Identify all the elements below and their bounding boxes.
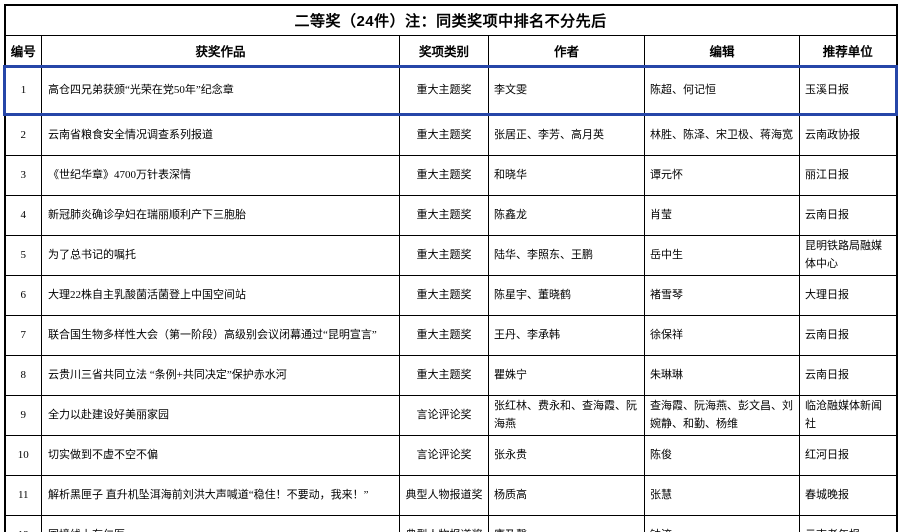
cell-work-title: 解析黑匣子 直升机坠洱海前刘洪大声喊道“稳住！不要动，我来！” <box>41 475 400 517</box>
cell-author: 陈星宇、董晓鹤 <box>488 275 645 317</box>
cell-recommend-unit: 玉溪日报 <box>798 65 899 116</box>
cell-category: 重大主题奖 <box>399 275 489 317</box>
cell-number: 3 <box>4 155 42 196</box>
cell-category: 重大主题奖 <box>399 234 489 277</box>
cell-category: 重大主题奖 <box>399 65 489 116</box>
column-header-number: 编号 <box>4 35 42 67</box>
table-row: 8 云贵川三省共同立法 “条例+共同决定”保护赤水河 重大主题奖 瞿姝宁 朱琳琳 云南日报 <box>4 355 898 397</box>
cell-author: 张红林、费永和、查海霞、阮海燕 <box>488 395 645 437</box>
cell-author: 张永贵 <box>488 435 645 477</box>
table-row: 5 为了总书记的嘱托 重大主题奖 陆华、李照东、王鹏 岳中生 昆明铁路局融媒体中心 <box>4 234 898 277</box>
cell-number: 6 <box>4 275 42 317</box>
awards-table: 二等奖（24件）注：同类奖项中排名不分先后 编号 获奖作品 奖项类别 作者 编辑… <box>3 4 899 532</box>
cell-category: 重大主题奖 <box>399 355 489 397</box>
table-header-row: 编号 获奖作品 奖项类别 作者 编辑 推荐单位 <box>4 35 898 67</box>
cell-work-title: 切实做到不虚不空不偏 <box>41 435 400 477</box>
cell-work-title: 《世纪华章》4700万针表深情 <box>41 155 400 196</box>
cell-editor: 徐保祥 <box>644 315 800 357</box>
cell-category: 重大主题奖 <box>399 155 489 196</box>
column-header-author: 作者 <box>488 35 645 67</box>
cell-number: 11 <box>4 475 42 517</box>
cell-editor: 岳中生 <box>644 234 800 277</box>
cell-author: 李文雯 <box>488 65 645 116</box>
column-header-work: 获奖作品 <box>41 35 400 67</box>
cell-author: 王丹、李承韩 <box>488 315 645 357</box>
cell-category: 重大主题奖 <box>399 195 489 236</box>
cell-work-title: 联合国生物多样性大会（第一阶段）高级别会议闭幕通过“昆明宣言” <box>41 315 400 357</box>
cell-editor: 陈超、何记恒 <box>644 65 800 116</box>
cell-recommend-unit: 春城晚报 <box>798 475 898 517</box>
table-row: 7 联合国生物多样性大会（第一阶段）高级别会议闭幕通过“昆明宣言” 重大主题奖 王丹、… <box>4 315 898 357</box>
cell-editor: 肖莹 <box>644 195 800 236</box>
cell-work-title: 为了总书记的嘱托 <box>41 234 400 277</box>
table-row-highlighted: 1 高仓四兄弟获颁“光荣在党50年”纪念章 重大主题奖 李文雯 陈超、何记恒 玉溪日报 <box>3 65 899 116</box>
table-title-row: 二等奖（24件）注：同类奖项中排名不分先后 <box>3 4 898 36</box>
cell-editor: 谭元怀 <box>644 155 800 196</box>
column-header-category: 奖项类别 <box>399 35 489 67</box>
table-body: 1 高仓四兄弟获颁“光荣在党50年”纪念章 重大主题奖 李文雯 陈超、何记恒 玉溪日报 2 云… <box>3 65 899 532</box>
cell-editor: 张慧 <box>644 475 800 517</box>
cell-editor: 查海霞、阮海燕、彭文昌、刘婉静、和勤、杨维 <box>644 395 800 437</box>
cell-category: 典型人物报道奖 <box>399 515 489 532</box>
table-row: 6 大理22株自主乳酸菌活菌登上中国空间站 重大主题奖 陈星宇、董晓鹤 褚雪琴 大理日报 <box>4 275 898 317</box>
table-row: 3 《世纪华章》4700万针表深情 重大主题奖 和晓华 谭元怀 丽江日报 <box>4 155 898 196</box>
table-row: 12国境线上有仁医典型人物报道奖康乃馨钟流云南老年报 <box>4 515 898 532</box>
cell-number: 2 <box>4 114 42 156</box>
cell-number: 4 <box>4 195 42 236</box>
table-title: 二等奖（24件）注：同类奖项中排名不分先后 <box>3 4 898 36</box>
cell-number: 9 <box>4 395 42 437</box>
cell-recommend-unit: 昆明铁路局融媒体中心 <box>798 234 898 277</box>
cell-work-title: 国境线上有仁医 <box>41 515 400 532</box>
cell-recommend-unit: 云南政协报 <box>798 114 898 156</box>
cell-author: 陆华、李照东、王鹏 <box>488 234 645 277</box>
cell-author: 张居正、李芳、高月英 <box>488 114 645 156</box>
cell-number: 12 <box>4 515 42 532</box>
cell-editor: 钟流 <box>644 515 800 532</box>
cell-recommend-unit: 丽江日报 <box>798 155 898 196</box>
table-row: 9 全力以赴建设好美丽家园 言论评论奖 张红林、费永和、查海霞、阮海燕 查海霞、阮海燕、… <box>4 395 898 437</box>
cell-work-title: 大理22株自主乳酸菌活菌登上中国空间站 <box>41 275 400 317</box>
cell-category: 重大主题奖 <box>399 114 489 156</box>
cell-category: 言论评论奖 <box>399 435 489 477</box>
cell-author: 和晓华 <box>488 155 645 196</box>
cell-number: 1 <box>3 65 42 116</box>
cell-author: 康乃馨 <box>488 515 645 532</box>
cell-author: 瞿姝宁 <box>488 355 645 397</box>
table-row: 11 解析黑匣子 直升机坠洱海前刘洪大声喊道“稳住！不要动，我来！” 典型人物报道奖… <box>4 475 898 517</box>
cell-recommend-unit: 云南日报 <box>798 355 898 397</box>
cell-recommend-unit: 云南日报 <box>798 315 898 357</box>
cell-editor: 林胜、陈泽、宋卫极、蒋海宽 <box>644 114 800 156</box>
cell-author: 陈鑫龙 <box>488 195 645 236</box>
cell-work-title: 高仓四兄弟获颁“光荣在党50年”纪念章 <box>41 65 400 116</box>
cell-number: 7 <box>4 315 42 357</box>
cell-work-title: 新冠肺炎确诊孕妇在瑞丽顺利产下三胞胎 <box>41 195 400 236</box>
cell-category: 典型人物报道奖 <box>399 475 489 517</box>
cell-category: 言论评论奖 <box>399 395 489 437</box>
cell-number: 10 <box>4 435 42 477</box>
cell-category: 重大主题奖 <box>399 315 489 357</box>
cell-work-title: 全力以赴建设好美丽家园 <box>41 395 400 437</box>
cell-recommend-unit: 云南日报 <box>798 195 898 236</box>
cell-recommend-unit: 红河日报 <box>798 435 898 477</box>
table-row: 4 新冠肺炎确诊孕妇在瑞丽顺利产下三胞胎 重大主题奖 陈鑫龙 肖莹 云南日报 <box>4 195 898 236</box>
cell-recommend-unit: 临沧融媒体新闻社 <box>798 395 898 437</box>
cell-author: 杨质高 <box>488 475 645 517</box>
column-header-editor: 编辑 <box>644 35 800 67</box>
cell-number: 5 <box>4 234 42 277</box>
column-header-unit: 推荐单位 <box>798 35 898 67</box>
cell-number: 8 <box>4 355 42 397</box>
cell-recommend-unit: 云南老年报 <box>798 515 898 532</box>
table-row: 2 云南省粮食安全情况调查系列报道 重大主题奖 张居正、李芳、高月英 林胜、陈泽、宋卫极… <box>4 114 898 156</box>
cell-work-title: 云南省粮食安全情况调查系列报道 <box>41 114 400 156</box>
cell-work-title: 云贵川三省共同立法 “条例+共同决定”保护赤水河 <box>41 355 400 397</box>
cell-recommend-unit: 大理日报 <box>798 275 898 317</box>
cell-editor: 褚雪琴 <box>644 275 800 317</box>
cell-editor: 陈俊 <box>644 435 800 477</box>
table-row: 10 切实做到不虚不空不偏 言论评论奖 张永贵 陈俊 红河日报 <box>4 435 898 477</box>
cell-editor: 朱琳琳 <box>644 355 800 397</box>
